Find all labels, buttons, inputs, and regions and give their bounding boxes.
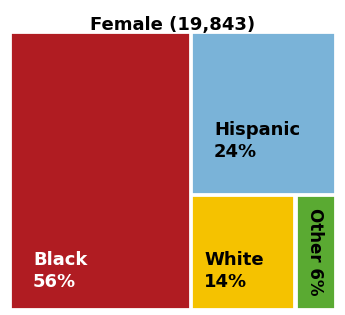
Text: 56%: 56% bbox=[33, 273, 76, 291]
Text: Female (19,843): Female (19,843) bbox=[90, 16, 255, 34]
Text: Black: Black bbox=[33, 251, 87, 269]
Bar bbox=[191, 195, 294, 309]
Bar bbox=[296, 195, 335, 309]
Bar bbox=[191, 32, 335, 194]
Bar bbox=[10, 32, 190, 309]
Text: Hispanic: Hispanic bbox=[214, 121, 300, 139]
Text: Other 6%: Other 6% bbox=[306, 208, 324, 295]
Text: 24%: 24% bbox=[214, 143, 257, 161]
Text: 14%: 14% bbox=[204, 273, 247, 291]
Text: White: White bbox=[204, 251, 264, 269]
